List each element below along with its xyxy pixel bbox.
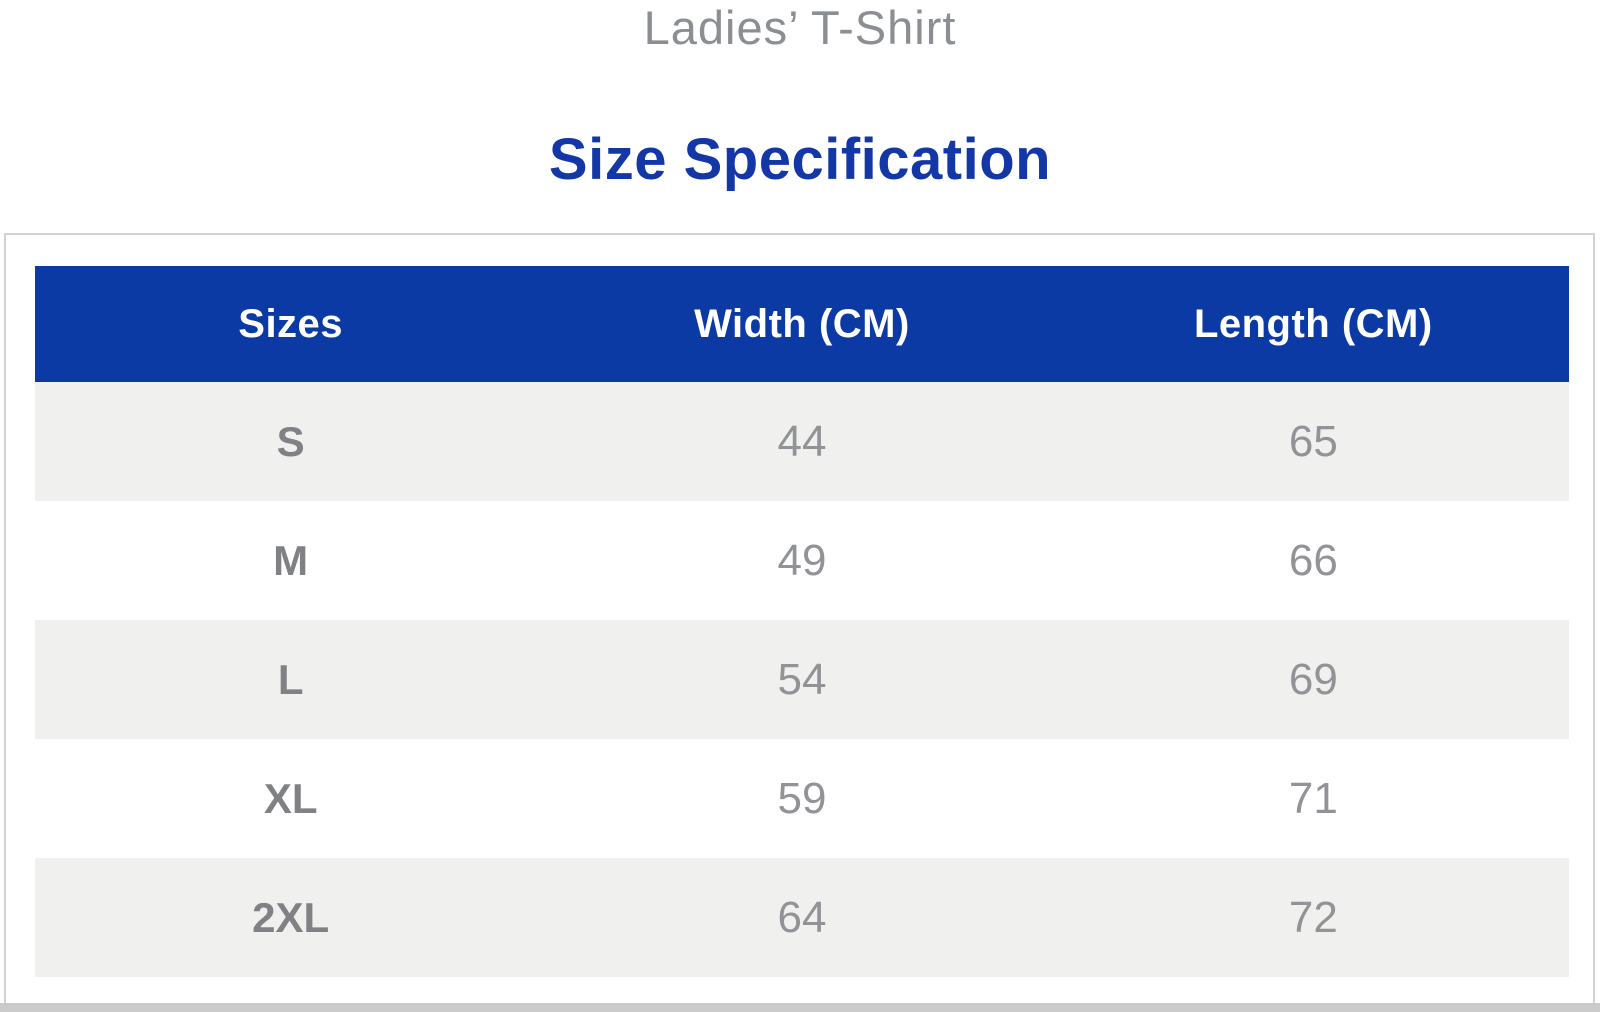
size-cell: M [273,536,309,584]
length-cell: 65 [1288,416,1338,466]
table-row-xl: XL 59 71 [35,739,1569,858]
column-header-sizes: Sizes [35,266,547,382]
column-header-length: Length (CM) [1057,266,1569,382]
width-cell: 64 [777,892,827,942]
length-cell: 69 [1288,654,1338,704]
size-cell: S [276,417,305,465]
header-row: Sizes Width (CM) Length (CM) [35,266,1569,382]
size-cell: XL [263,774,318,822]
size-table: Sizes Width (CM) Length (CM) S 44 65 M 4… [35,266,1569,977]
width-cell: 59 [777,773,827,823]
page-title: Ladies’ T-Shirt [643,1,957,54]
width-cell: 54 [777,654,827,704]
column-header-width: Width (CM) [546,266,1058,382]
bottom-border [0,1003,1600,1012]
table-row-m: M 49 66 [35,501,1569,620]
length-cell: 72 [1288,892,1338,942]
length-cell: 71 [1288,773,1338,823]
width-cell: 49 [777,535,827,585]
size-cell: 2XL [252,893,330,941]
section-title: Size Specification [548,127,1052,192]
length-cell: 66 [1288,535,1338,585]
size-table-body: S 44 65 M 49 66 L 54 69 XL 59 71 2XL 64 [35,382,1569,977]
width-cell: 44 [777,416,827,466]
size-chart-panel: Sizes Width (CM) Length (CM) S 44 65 M 4… [4,233,1595,1012]
size-cell: L [277,655,304,703]
table-row-2xl: 2XL 64 72 [35,858,1569,977]
table-row-l: L 54 69 [35,620,1569,739]
table-row-s: S 44 65 [35,382,1569,501]
size-table-header: Sizes Width (CM) Length (CM) [35,266,1569,382]
